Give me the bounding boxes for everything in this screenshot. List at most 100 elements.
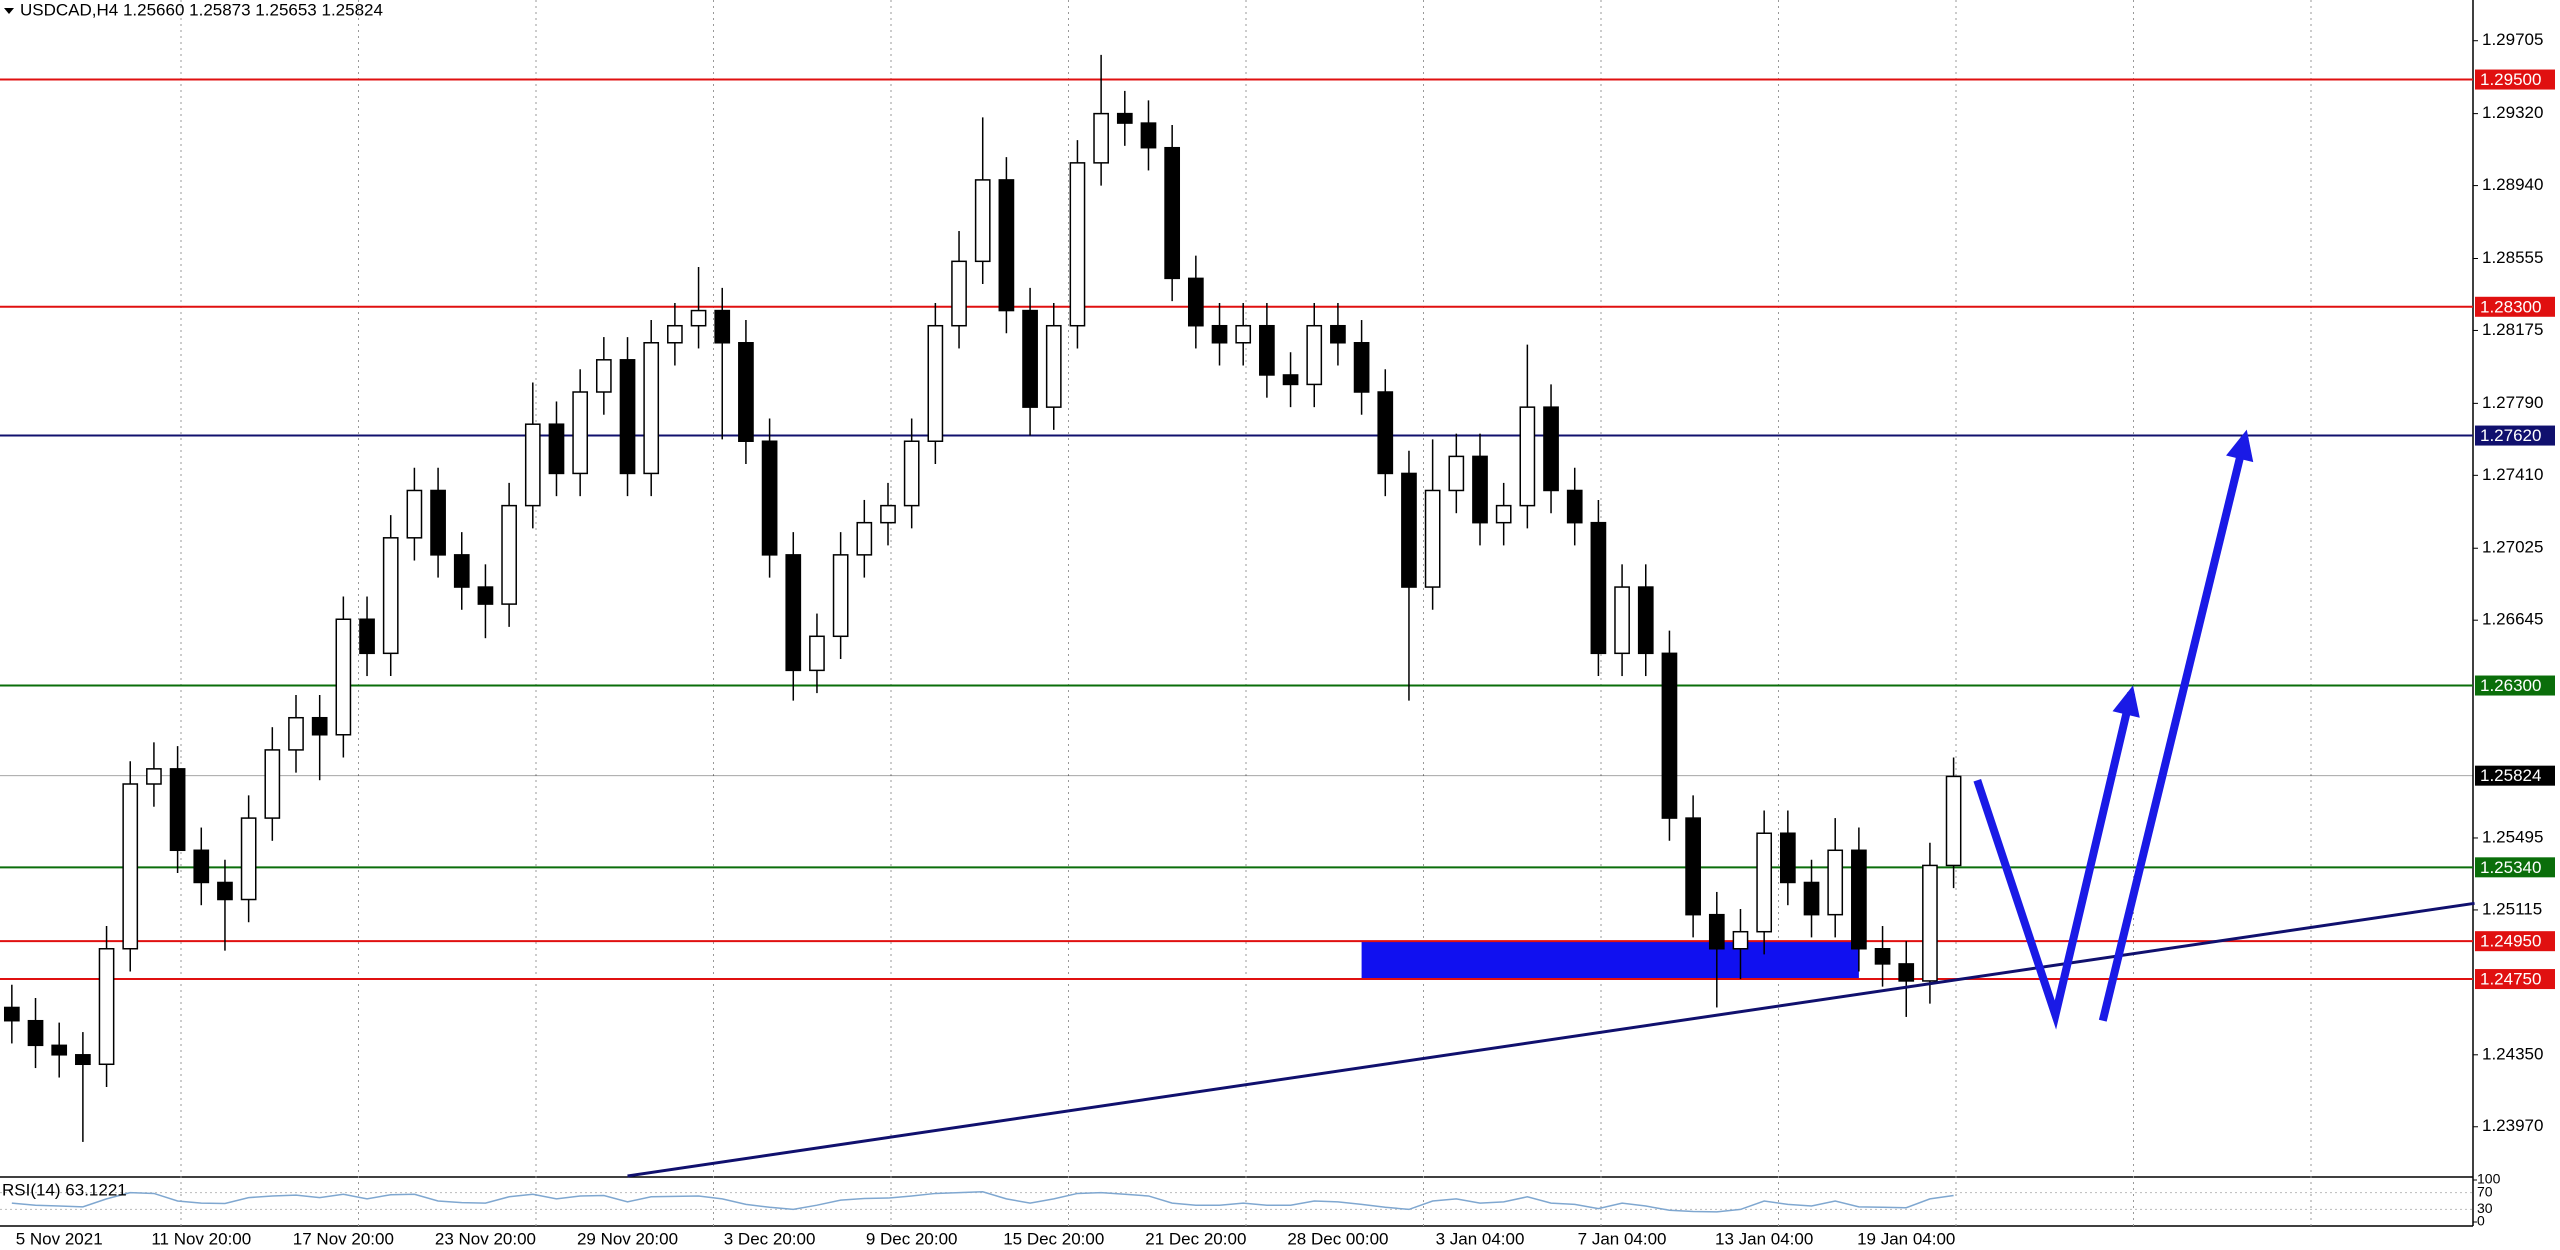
candle-body: [264, 749, 281, 819]
rsi-tick-label: 70: [2477, 1183, 2493, 1199]
candle-body: [856, 521, 873, 556]
y-tick-label: 1.29705: [2482, 30, 2543, 49]
level-label: 1.25824: [2480, 766, 2541, 785]
level-label: 1.25340: [2480, 858, 2541, 877]
candle-body: [738, 342, 754, 442]
candle-body: [524, 423, 541, 507]
candle-body: [382, 537, 399, 655]
candle-body: [998, 179, 1015, 312]
arrow-head: [2112, 685, 2140, 718]
candle-body: [1069, 162, 1086, 327]
x-tick-label: 28 Dec 00:00: [1287, 1229, 1388, 1248]
candle-body: [1590, 521, 1607, 655]
candle-body: [572, 391, 589, 475]
candle-body: [1164, 146, 1181, 280]
candle-body: [1637, 586, 1654, 655]
projection-arrow: [2098, 436, 2249, 1022]
candle-body: [951, 260, 967, 327]
candle-body: [1827, 849, 1844, 916]
candle-body: [1614, 586, 1630, 655]
level-label-bg: [2475, 425, 2555, 446]
candle-body: [1708, 913, 1725, 950]
candle-body: [832, 554, 849, 638]
rsi-tick-label: 30: [2477, 1200, 2493, 1216]
level-label-bg: [2475, 296, 2555, 317]
candle-body: [193, 849, 210, 884]
y-tick-label: 1.28940: [2482, 175, 2543, 194]
candle-body: [406, 489, 423, 539]
candle-body: [98, 948, 115, 1066]
candle-body: [146, 768, 162, 785]
candle-body: [3, 1006, 20, 1022]
x-tick-label: 3 Jan 04:00: [1436, 1229, 1525, 1248]
level-label-bg: [2475, 765, 2555, 786]
arrow-head: [2226, 429, 2254, 463]
candle-body: [1022, 309, 1038, 408]
level-label-bg: [2475, 969, 2555, 990]
trendline: [627, 901, 2475, 1178]
x-tick-label: 5 Nov 2021: [16, 1229, 103, 1248]
y-tick-label: 1.28555: [2482, 248, 2543, 267]
candle-body: [1874, 948, 1891, 965]
x-tick-label: 15 Dec 20:00: [1003, 1229, 1104, 1248]
rsi-label: RSI(14) 63.1221: [2, 1180, 127, 1199]
candle-body: [974, 179, 991, 263]
candle-body: [690, 309, 707, 327]
y-tick-label: 1.24350: [2482, 1044, 2543, 1063]
candle-body: [880, 504, 896, 524]
projection-arrow: [1973, 692, 2136, 1030]
candle-body: [1401, 472, 1417, 588]
candle-body: [1851, 849, 1867, 950]
x-tick-label: 23 Nov 20:00: [435, 1229, 536, 1248]
x-tick-label: 17 Nov 20:00: [293, 1229, 394, 1248]
candle-body: [643, 342, 660, 475]
candle-body: [1259, 324, 1275, 376]
candle-body: [335, 618, 352, 736]
candle-body: [761, 440, 778, 556]
candle-body: [1803, 881, 1820, 916]
x-tick-label: 9 Dec 20:00: [866, 1229, 958, 1248]
candle-body: [430, 489, 446, 556]
menu-triangle: [4, 8, 14, 14]
candle-body: [1211, 324, 1228, 344]
candle-body: [1116, 112, 1133, 124]
candle-body: [501, 504, 517, 605]
candle-body: [1661, 652, 1678, 819]
candle-body: [1093, 112, 1109, 164]
candle-body: [1543, 406, 1559, 492]
candle-body: [714, 309, 731, 344]
candle-body: [903, 440, 920, 507]
candle-body: [1922, 864, 1938, 982]
rsi-tick-label: 0: [2477, 1213, 2485, 1229]
candle-body: [477, 586, 494, 605]
level-label: 1.24950: [2480, 932, 2541, 951]
level-label-bg: [2475, 857, 2555, 878]
level-label-bg: [2475, 675, 2555, 696]
candle-body: [667, 324, 683, 344]
x-tick-label: 19 Jan 04:00: [1857, 1229, 1955, 1248]
rsi-tick-label: 100: [2477, 1171, 2501, 1187]
candle-body: [1187, 277, 1204, 327]
y-tick-label: 1.26645: [2482, 610, 2543, 629]
x-tick-label: 29 Nov 20:00: [577, 1229, 678, 1248]
candle-body: [1330, 324, 1346, 344]
level-label: 1.28300: [2480, 297, 2541, 316]
zone: [1361, 941, 1859, 980]
candle-body: [1282, 374, 1299, 386]
candle-body: [453, 554, 470, 588]
x-tick-label: 11 Nov 20:00: [151, 1229, 251, 1248]
candle-body: [1898, 963, 1915, 982]
y-tick-label: 1.29320: [2482, 103, 2543, 122]
y-tick-label: 1.27790: [2482, 393, 2543, 412]
candle-body: [809, 635, 825, 672]
y-tick-label: 1.27025: [2482, 538, 2543, 557]
candle-body: [1945, 775, 1962, 867]
candle-body: [169, 768, 186, 852]
candle-body: [27, 1019, 44, 1047]
candle-body: [548, 423, 565, 475]
chart-title: USDCAD,H4 1.25660 1.25873 1.25653 1.2582…: [20, 0, 383, 19]
candle-body: [311, 716, 328, 736]
y-tick-label: 1.27410: [2482, 465, 2543, 484]
candle-body: [51, 1044, 68, 1056]
candle-body: [1495, 504, 1512, 524]
